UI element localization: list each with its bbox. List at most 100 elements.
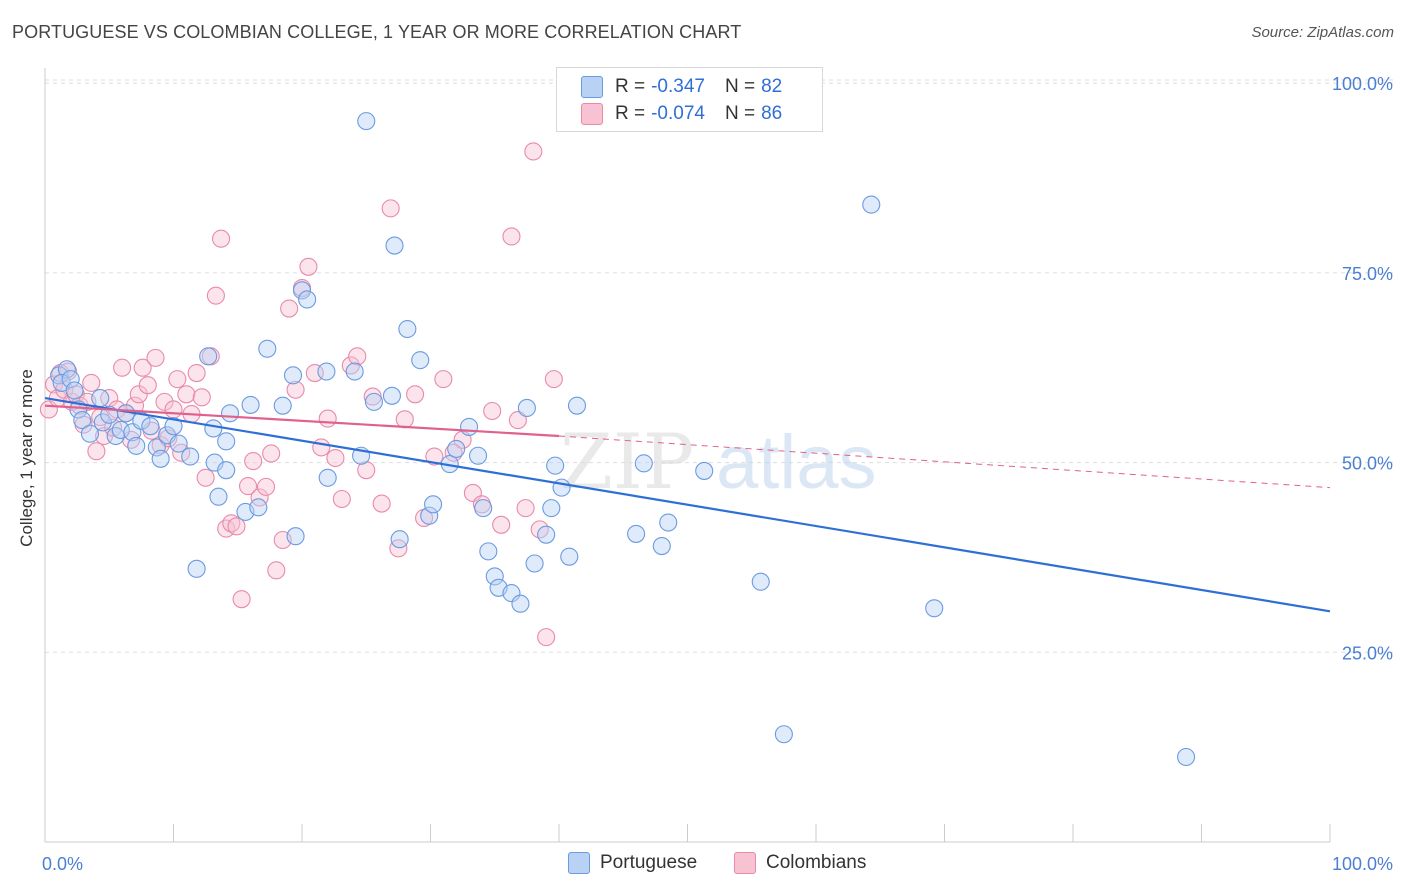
y-tick-label: 75.0% — [1342, 264, 1393, 284]
colombians-point — [318, 409, 337, 428]
x-tick-label: 0.0% — [42, 854, 83, 874]
portuguese-point — [537, 525, 556, 544]
legend-r-label: R = — [615, 103, 646, 124]
colombians-point — [502, 227, 521, 246]
portuguese-point — [111, 420, 130, 440]
colombians-point — [348, 347, 367, 366]
portuguese-point — [169, 434, 188, 453]
colombians-point — [262, 444, 281, 463]
colombians-point — [206, 286, 225, 305]
legend-n-value: 82 — [761, 76, 783, 97]
legend-r-value: -0.074 — [651, 103, 705, 124]
portuguese-point — [220, 404, 240, 423]
portuguese-point — [542, 499, 561, 518]
colombians-point — [177, 385, 196, 404]
colombians-point — [332, 489, 351, 509]
colombians-trend-extension — [558, 435, 1331, 489]
portuguese-point — [567, 396, 587, 415]
legend-r-label: R = — [615, 76, 646, 97]
legend-n-label: N = — [724, 103, 756, 124]
portuguese-point — [546, 456, 565, 475]
colombians-point — [483, 401, 502, 421]
portuguese-point — [73, 411, 92, 430]
colombians-point — [357, 461, 376, 480]
portuguese-point — [258, 339, 277, 358]
colombians-point — [326, 448, 345, 468]
colombians-point — [280, 299, 299, 318]
portuguese-point — [695, 461, 714, 480]
legend-label-portuguese: Portuguese — [600, 852, 698, 873]
legend-swatch-pink — [581, 103, 603, 125]
portuguese-point — [485, 567, 504, 586]
colombians-point — [537, 628, 556, 647]
chart-source: Source: ZipAtlas.com — [1251, 24, 1394, 41]
colombians-point — [244, 452, 263, 471]
portuguese-point — [57, 360, 76, 379]
portuguese-trend-line — [44, 397, 1331, 613]
legend-row-colombians: R = -0.074 N = 86 — [581, 102, 782, 126]
colombians-point — [389, 539, 408, 558]
portuguese-point — [511, 594, 530, 613]
portuguese-point — [1177, 747, 1196, 767]
portuguese-point — [147, 438, 166, 457]
colombians-point — [222, 514, 241, 533]
grid-lines — [45, 79, 1395, 653]
stats-legend: R = -0.347 N = 82 R = -0.074 N = 86 — [556, 67, 823, 132]
portuguese-point — [479, 542, 498, 561]
colombians-point — [250, 488, 269, 507]
colombians-point — [211, 229, 231, 248]
x-tick-label: 100.0% — [1332, 854, 1393, 874]
colombians-point — [544, 370, 563, 389]
portuguese-point — [459, 417, 479, 436]
portuguese-point — [862, 195, 881, 214]
legend-row-portuguese: R = -0.347 N = 82 — [581, 75, 782, 99]
colombians-point — [299, 257, 318, 276]
colombians-point — [168, 370, 187, 389]
portuguese-point — [552, 478, 571, 497]
colombians-point — [312, 438, 331, 457]
colombians-point — [138, 376, 157, 395]
colombians-point — [372, 494, 391, 513]
legend-swatch-pink — [734, 852, 756, 874]
portuguese-point — [398, 319, 417, 339]
colombians-point — [516, 499, 535, 518]
portuguese-point — [925, 599, 944, 618]
portuguese-point — [382, 386, 402, 405]
colombians-point — [267, 561, 286, 580]
portuguese-point — [249, 498, 268, 517]
colombians-point — [133, 358, 152, 377]
colombians-point — [238, 477, 258, 496]
portuguese-point — [474, 499, 493, 518]
legend-n-label: N = — [724, 76, 756, 97]
colombians-point — [406, 385, 425, 404]
portuguese-point — [217, 432, 236, 451]
tick-labels: 25.0% 50.0% 75.0% 100.0% 0.0% 100.0% — [42, 74, 1393, 874]
colombians-point — [113, 358, 132, 377]
colombians-point — [227, 517, 246, 536]
colombians-points — [39, 142, 563, 647]
portuguese-point — [390, 530, 409, 549]
portuguese-point — [209, 487, 228, 506]
colombians-point — [196, 468, 215, 487]
watermark-atlas: atlas — [716, 420, 877, 505]
portuguese-point — [80, 424, 100, 443]
portuguese-point — [204, 419, 223, 438]
colombians-point — [164, 400, 183, 419]
portuguese-point — [364, 392, 384, 411]
colombians-point — [82, 373, 101, 392]
portuguese-point — [127, 436, 146, 455]
colombians-point — [395, 410, 414, 429]
portuguese-point — [420, 506, 439, 525]
legend-label-colombians: Colombians — [766, 852, 867, 873]
chart-title: PORTUGUESE VS COLOMBIAN COLLEGE, 1 YEAR … — [12, 22, 742, 42]
portuguese-point — [502, 584, 521, 603]
colombians-point — [492, 515, 511, 534]
portuguese-point — [774, 725, 793, 744]
portuguese-point — [164, 417, 183, 436]
portuguese-point — [468, 446, 488, 465]
portuguese-point — [241, 395, 260, 414]
portuguese-point — [91, 389, 110, 408]
portuguese-point — [411, 351, 430, 370]
portuguese-point — [560, 547, 579, 566]
